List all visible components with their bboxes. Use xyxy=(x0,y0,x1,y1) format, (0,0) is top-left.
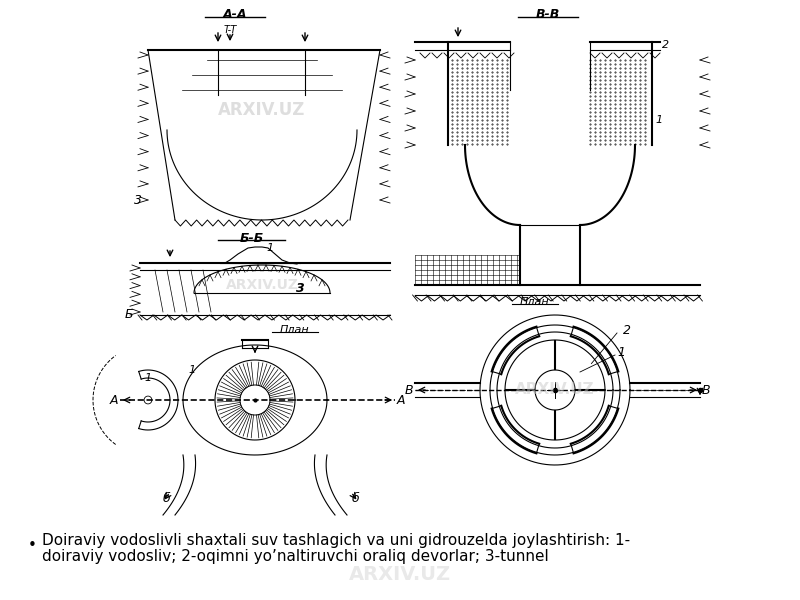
Text: б: б xyxy=(351,491,359,505)
Text: б: б xyxy=(162,491,170,505)
Text: 1: 1 xyxy=(145,373,151,383)
Text: A: A xyxy=(110,394,118,407)
Text: 3: 3 xyxy=(134,193,142,206)
Text: ARXIV.UZ: ARXIV.UZ xyxy=(218,101,306,119)
Text: ARXIV.UZ: ARXIV.UZ xyxy=(349,565,451,584)
Text: B: B xyxy=(702,383,710,397)
Text: 1: 1 xyxy=(617,346,625,358)
Text: План: План xyxy=(280,325,310,335)
Text: Doiraviy vodoslivli shaxtali suv tashlagich va uni gidrouzelda joylashtirish: 1-: Doiraviy vodoslivli shaxtali suv tashlag… xyxy=(42,533,630,547)
Text: 1: 1 xyxy=(266,243,274,253)
Text: doiraviy vodosliv; 2-oqimni yo’naltiruvchi oraliq devorlar; 3-tunnel: doiraviy vodosliv; 2-oqimni yo’naltiruvc… xyxy=(42,548,549,563)
Text: 2: 2 xyxy=(623,323,631,337)
Text: 1: 1 xyxy=(655,115,662,125)
Text: Б: Б xyxy=(124,308,133,322)
Text: T-T: T-T xyxy=(223,25,237,35)
Text: A-A: A-A xyxy=(222,8,247,22)
Text: •: • xyxy=(28,538,37,553)
Text: 1: 1 xyxy=(189,365,195,375)
Text: ARXIV.UZ: ARXIV.UZ xyxy=(515,383,595,397)
Text: 3: 3 xyxy=(296,281,304,295)
Text: План: План xyxy=(520,297,550,307)
Text: ARXIV.UZ: ARXIV.UZ xyxy=(226,278,298,292)
Text: 2: 2 xyxy=(662,40,669,50)
Text: A: A xyxy=(397,394,406,407)
Text: Б-Б: Б-Б xyxy=(240,232,264,245)
Text: B-B: B-B xyxy=(536,8,560,22)
Text: B: B xyxy=(404,383,413,397)
